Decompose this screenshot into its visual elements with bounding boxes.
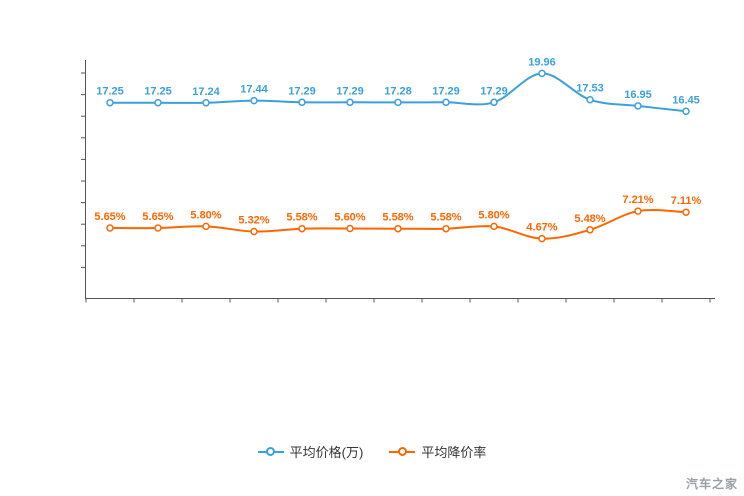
point-avg-discount-rate (538, 234, 546, 243)
point-avg-discount-rate (586, 226, 594, 234)
point-avg-price (202, 99, 210, 107)
point-avg-price (634, 102, 642, 110)
point-avg-price (346, 98, 354, 107)
label-avg-price: 16.45 (672, 94, 700, 106)
point-avg-discount-rate (298, 224, 306, 233)
line-dot-marker-icon (257, 446, 284, 458)
point-avg-price (682, 107, 690, 116)
label-avg-discount-rate: 5.65% (142, 211, 173, 223)
label-avg-price: 17.44 (240, 84, 268, 96)
point-avg-discount-rate (490, 222, 498, 231)
label-avg-discount-rate: 5.58% (382, 212, 413, 224)
label-avg-price: 17.25 (144, 86, 172, 98)
watermark-autohome: 汽车之家 (685, 477, 738, 491)
label-avg-price: 17.53 (576, 83, 604, 95)
label-avg-price: 17.29 (288, 85, 316, 97)
point-avg-discount-rate (394, 224, 402, 233)
point-avg-price (250, 96, 258, 105)
point-avg-price (538, 69, 546, 78)
label-avg-price: 17.29 (432, 85, 460, 97)
point-avg-discount-rate (106, 224, 114, 232)
label-avg-discount-rate: 7.11% (671, 195, 702, 207)
label-avg-price: 16.95 (624, 89, 652, 101)
point-avg-price (106, 98, 114, 107)
point-avg-price (442, 98, 450, 107)
point-avg-price (154, 98, 162, 107)
label-avg-discount-rate: 7.21% (622, 194, 653, 206)
point-avg-price (490, 98, 498, 107)
point-avg-price (586, 95, 594, 104)
label-avg-discount-rate: 5.58% (286, 212, 317, 224)
line-dot-marker-icon (389, 446, 416, 458)
label-avg-price: 17.24 (192, 86, 220, 98)
label-avg-discount-rate: 5.48% (574, 213, 605, 225)
label-avg-price: 19.96 (528, 56, 556, 68)
point-avg-discount-rate (154, 224, 162, 232)
legend-item-avg-price[interactable]: 平均价格(万) (257, 442, 364, 461)
point-avg-discount-rate (346, 224, 354, 233)
legend-label-avg-price: 平均价格(万) (289, 445, 364, 460)
label-avg-discount-rate: 5.80% (190, 209, 221, 221)
legend-label-avg-discount-rate: 平均降价率 (421, 445, 487, 460)
label-avg-price: 17.28 (384, 85, 412, 97)
point-avg-price (394, 98, 402, 107)
label-avg-price: 17.25 (96, 86, 124, 98)
label-avg-discount-rate: 5.32% (238, 215, 269, 227)
label-avg-discount-rate: 5.58% (430, 212, 461, 224)
label-avg-discount-rate: 5.65% (94, 211, 125, 223)
label-avg-discount-rate: 5.80% (478, 209, 509, 221)
chart-legend: 平均价格(万) 平均降价率 (0, 442, 744, 461)
label-avg-price: 17.29 (480, 85, 508, 97)
point-avg-price (298, 98, 306, 107)
point-avg-discount-rate (442, 224, 450, 233)
label-avg-price: 17.29 (336, 85, 364, 97)
legend-item-avg-discount-rate[interactable]: 平均降价率 (389, 442, 486, 461)
point-avg-discount-rate (202, 222, 210, 231)
point-avg-discount-rate (250, 227, 258, 236)
label-avg-discount-rate: 4.67% (526, 222, 557, 234)
point-avg-discount-rate (682, 208, 690, 216)
label-avg-discount-rate: 5.60% (334, 212, 365, 224)
point-avg-discount-rate (634, 207, 642, 215)
